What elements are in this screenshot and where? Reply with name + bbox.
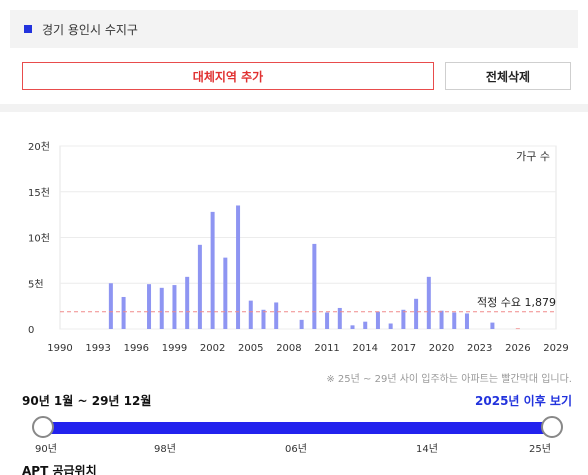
- supply-bar: [248, 300, 253, 329]
- supply-bar: [274, 302, 279, 329]
- supply-bar-chart: 0 5천 10천 15천 20천 1990 1993 1996 1999 2002 2005 2008…: [28, 141, 569, 354]
- slider-tick-label: 98년: [154, 444, 176, 455]
- supply-bar: [350, 325, 355, 329]
- supply-bar: [121, 296, 126, 329]
- supply-bar: [172, 285, 177, 329]
- supply-bar: [185, 276, 190, 329]
- slider-tick-label: 06년: [285, 444, 307, 455]
- supply-bar: [401, 309, 406, 329]
- supply-bar: [375, 311, 380, 329]
- x-tick-label: 2011: [314, 343, 339, 354]
- x-tick-label: 2005: [238, 343, 263, 354]
- x-tick-label: 2014: [353, 343, 378, 354]
- slider-tick-label: 90년: [35, 444, 57, 455]
- x-tick-label: 2017: [391, 343, 416, 354]
- view-after-2025-link[interactable]: 2025년 이후 보기: [475, 394, 572, 408]
- supply-bar: [147, 284, 152, 329]
- period-slider-track[interactable]: [42, 422, 552, 434]
- slider-start-handle[interactable]: [32, 416, 54, 438]
- supply-bar: [388, 323, 393, 329]
- x-tick-label: 1993: [85, 343, 110, 354]
- supply-bar: [337, 307, 342, 329]
- supply-bar: [452, 312, 457, 329]
- y-tick-label: 0: [28, 325, 34, 336]
- y-tick-label: 20천: [28, 141, 50, 153]
- slider-end-handle[interactable]: [541, 416, 563, 438]
- x-tick-label: 1990: [47, 343, 72, 354]
- supply-bar: [325, 312, 330, 329]
- region-marker-icon: [24, 25, 32, 33]
- apt-supply-location-title: APT 공급위치: [22, 464, 97, 475]
- supply-bar: [236, 205, 241, 329]
- supply-bar: [197, 244, 202, 329]
- slider-tick-label: 25년: [529, 444, 551, 455]
- x-tick-label: 2029: [543, 343, 568, 354]
- x-tick-label: 2020: [429, 343, 454, 354]
- delete-all-button[interactable]: 전체삭제: [445, 62, 571, 90]
- x-tick-label: 1999: [162, 343, 187, 354]
- y-tick-label: 10천: [28, 233, 50, 245]
- supply-bar: [490, 322, 495, 329]
- chart-note: ※ 25년 ~ 29년 사이 입주하는 아파트는 빨간막대 입니다.: [326, 374, 572, 385]
- threshold-label: 적정 수요 1,879: [477, 296, 556, 309]
- supply-bar: [210, 211, 215, 329]
- supply-bar: [261, 309, 266, 329]
- selected-region[interactable]: 경기 용인시 수지구: [10, 10, 578, 48]
- series-label: 가구 수: [516, 150, 550, 163]
- supply-bar: [223, 257, 228, 329]
- x-tick-label: 1996: [124, 343, 149, 354]
- supply-bar: [414, 298, 419, 329]
- supply-bar: [108, 283, 113, 329]
- supply-bar: [159, 287, 164, 329]
- x-tick-label: 2023: [467, 343, 492, 354]
- x-tick-label: 2008: [276, 343, 301, 354]
- x-tick-label: 2026: [505, 343, 530, 354]
- period-range-label: 90년 1월 ~ 29년 12월: [22, 394, 152, 408]
- y-tick-label: 15천: [28, 187, 50, 199]
- region-label: 경기 용인시 수지구: [42, 22, 138, 37]
- add-alternative-region-button[interactable]: 대체지역 추가: [22, 62, 434, 90]
- region-panel: 경기 용인시 수지구 대체지역 추가 전체삭제: [0, 0, 588, 104]
- supply-bar: [312, 243, 317, 329]
- slider-tick-label: 14년: [416, 444, 438, 455]
- future-supply-bar: [515, 328, 520, 330]
- x-tick-label: 2002: [200, 343, 225, 354]
- y-tick-label: 5천: [28, 278, 44, 290]
- supply-bar: [426, 276, 431, 329]
- supply-chart-panel: 0 5천 10천 15천 20천 1990 1993 1996 1999 2002 2005 2008…: [0, 112, 588, 475]
- supply-bar: [299, 319, 304, 329]
- supply-bar: [363, 321, 368, 329]
- supply-bar: [464, 313, 469, 329]
- supply-bar: [439, 310, 444, 329]
